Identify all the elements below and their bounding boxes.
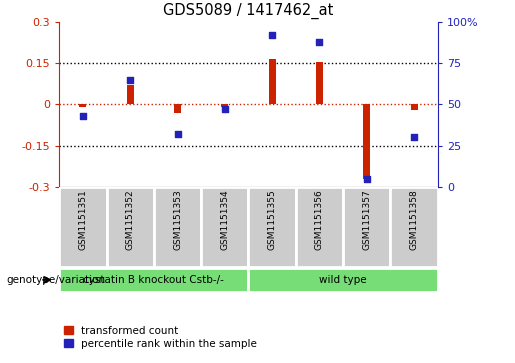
Bar xyxy=(316,62,323,105)
Text: genotype/variation: genotype/variation xyxy=(7,275,106,285)
Text: cystatin B knockout Cstb-/-: cystatin B knockout Cstb-/- xyxy=(83,275,225,285)
Bar xyxy=(107,187,154,267)
Point xyxy=(363,176,371,182)
Bar xyxy=(221,105,228,107)
Legend: transformed count, percentile rank within the sample: transformed count, percentile rank withi… xyxy=(64,326,257,349)
Text: GSM1151355: GSM1151355 xyxy=(268,189,277,250)
Text: GSM1151356: GSM1151356 xyxy=(315,189,324,250)
Bar xyxy=(248,268,438,292)
Point xyxy=(315,39,323,45)
Point xyxy=(174,131,182,137)
Bar xyxy=(410,105,418,110)
Point xyxy=(221,106,229,112)
Text: wild type: wild type xyxy=(319,275,367,285)
Bar xyxy=(269,59,276,105)
Text: GSM1151353: GSM1151353 xyxy=(173,189,182,250)
Title: GDS5089 / 1417462_at: GDS5089 / 1417462_at xyxy=(163,3,334,19)
Bar xyxy=(363,105,370,179)
Bar xyxy=(296,187,343,267)
Text: GSM1151354: GSM1151354 xyxy=(220,189,229,250)
Bar xyxy=(154,187,201,267)
Text: GSM1151352: GSM1151352 xyxy=(126,189,135,250)
Point xyxy=(79,113,87,119)
Text: GSM1151358: GSM1151358 xyxy=(409,189,419,250)
Text: GSM1151351: GSM1151351 xyxy=(78,189,88,250)
Bar xyxy=(59,268,248,292)
Bar xyxy=(174,105,181,113)
Bar xyxy=(127,85,134,105)
Bar xyxy=(79,105,87,107)
Bar xyxy=(248,187,296,267)
Bar xyxy=(343,187,390,267)
Point xyxy=(126,77,134,82)
Text: GSM1151357: GSM1151357 xyxy=(362,189,371,250)
Bar xyxy=(390,187,438,267)
Point xyxy=(268,32,276,38)
Point xyxy=(410,134,418,140)
Bar xyxy=(201,187,248,267)
Bar xyxy=(59,187,107,267)
